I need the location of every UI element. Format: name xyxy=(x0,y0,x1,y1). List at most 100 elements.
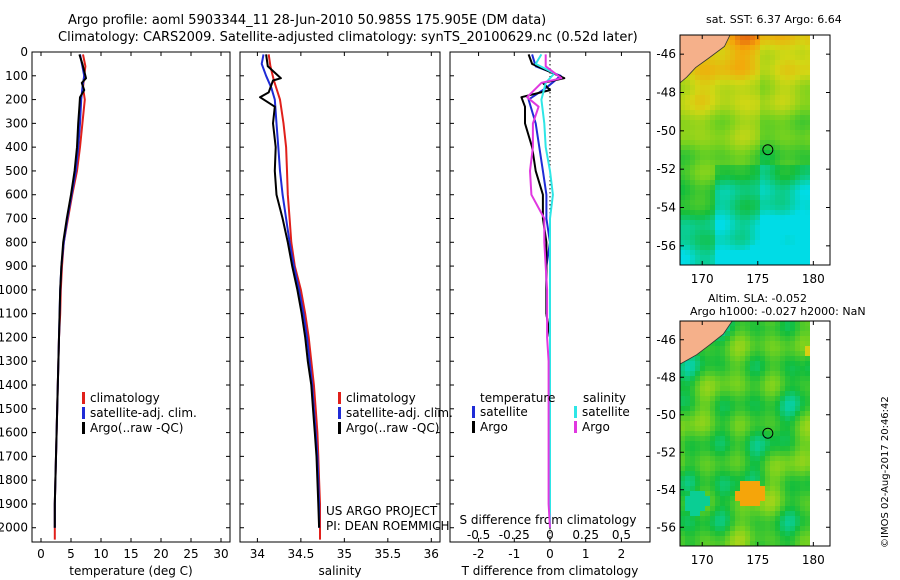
map-pixel xyxy=(695,506,700,511)
map-pixel xyxy=(705,466,710,471)
map-pixel xyxy=(765,401,770,406)
map-pixel xyxy=(770,250,775,255)
map-pixel xyxy=(765,451,770,456)
map-pixel xyxy=(685,240,690,245)
map-pixel xyxy=(795,175,800,180)
map-pixel xyxy=(755,536,760,541)
map-pixel xyxy=(715,130,720,135)
map-pixel xyxy=(715,170,720,175)
map-pixel xyxy=(740,481,745,486)
map-pixel xyxy=(775,195,780,200)
map-pixel xyxy=(775,200,780,205)
map-pixel xyxy=(765,321,770,326)
map-pixel xyxy=(800,220,805,225)
map-pixel xyxy=(770,215,775,220)
map-pixel xyxy=(700,476,705,481)
map-pixel xyxy=(805,230,810,235)
map-pixel xyxy=(680,240,685,245)
map-pixel xyxy=(680,120,685,125)
map-pixel xyxy=(765,421,770,426)
map-pixel xyxy=(740,491,745,496)
map-pixel xyxy=(730,346,735,351)
map-pixel xyxy=(745,235,750,240)
map-pixel xyxy=(710,471,715,476)
y-tick-label: 600 xyxy=(5,188,28,202)
map-pixel xyxy=(760,230,765,235)
map-pixel xyxy=(690,225,695,230)
map-pixel xyxy=(730,451,735,456)
map-pixel xyxy=(685,536,690,541)
map-pixel xyxy=(775,391,780,396)
map-pixel xyxy=(770,55,775,60)
map-pixel xyxy=(725,105,730,110)
map-pixel xyxy=(785,210,790,215)
map-pixel xyxy=(715,496,720,501)
map-pixel xyxy=(695,431,700,436)
map-pixel xyxy=(710,346,715,351)
map-pixel xyxy=(760,125,765,130)
map-pixel xyxy=(785,396,790,401)
map-pixel xyxy=(800,115,805,120)
map-pixel xyxy=(795,346,800,351)
map-pixel xyxy=(760,351,765,356)
map-pixel xyxy=(690,411,695,416)
map-pixel xyxy=(700,356,705,361)
map-pixel xyxy=(775,506,780,511)
map-pixel xyxy=(685,180,690,185)
map-pixel xyxy=(725,60,730,65)
map-pixel xyxy=(805,160,810,165)
map-pixel xyxy=(725,391,730,396)
map-pixel xyxy=(800,366,805,371)
map-pixel xyxy=(795,431,800,436)
map-pixel xyxy=(780,531,785,536)
map-pixel xyxy=(690,85,695,90)
map-pixel xyxy=(755,396,760,401)
map-pixel xyxy=(770,130,775,135)
map-pixel xyxy=(730,391,735,396)
map-pixel xyxy=(735,180,740,185)
map-pixel xyxy=(705,200,710,205)
map-pixel xyxy=(785,115,790,120)
map-pixel xyxy=(735,175,740,180)
y-tick-label: 0 xyxy=(20,45,28,59)
map-pixel xyxy=(690,451,695,456)
map-pixel xyxy=(750,240,755,245)
map-pixel xyxy=(765,260,770,265)
map-pixel xyxy=(720,140,725,145)
map-pixel xyxy=(780,35,785,40)
map-pixel xyxy=(695,406,700,411)
map-pixel xyxy=(760,341,765,346)
map-pixel xyxy=(745,506,750,511)
map-pixel xyxy=(715,100,720,105)
map-pixel xyxy=(805,381,810,386)
map-pixel xyxy=(765,215,770,220)
map-pixel xyxy=(730,441,735,446)
map-pixel xyxy=(795,125,800,130)
map-pixel xyxy=(715,230,720,235)
map-pixel xyxy=(680,135,685,140)
map-pixel xyxy=(745,486,750,491)
map-pixel xyxy=(785,250,790,255)
map-pixel xyxy=(690,255,695,260)
map-pixel xyxy=(695,160,700,165)
map-pixel xyxy=(730,150,735,155)
map-pixel xyxy=(705,476,710,481)
map-pixel xyxy=(770,170,775,175)
map-pixel xyxy=(705,386,710,391)
map-pixel xyxy=(725,386,730,391)
map-pixel xyxy=(720,50,725,55)
map-pixel xyxy=(770,436,775,441)
map-pixel xyxy=(735,461,740,466)
map-pixel xyxy=(755,526,760,531)
map-pixel xyxy=(705,215,710,220)
map-pixel xyxy=(775,436,780,441)
map-pixel xyxy=(800,356,805,361)
map-pixel xyxy=(795,205,800,210)
map-pixel xyxy=(725,381,730,386)
map-pixel xyxy=(695,65,700,70)
map-pixel xyxy=(755,170,760,175)
map-pixel xyxy=(795,516,800,521)
map-pixel xyxy=(750,205,755,210)
map-pixel xyxy=(765,120,770,125)
